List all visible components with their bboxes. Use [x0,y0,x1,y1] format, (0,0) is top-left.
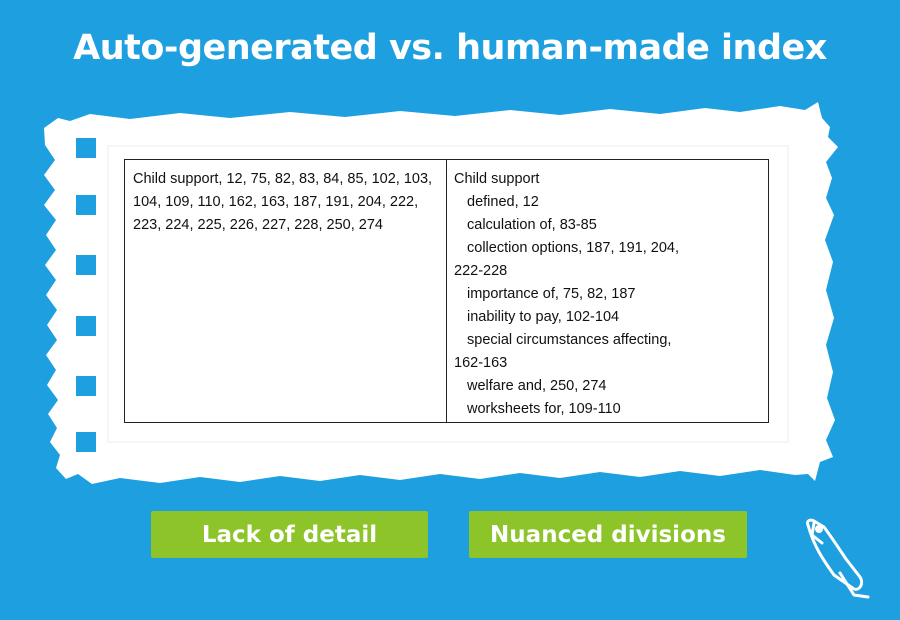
index-subentry: importance of, 75, 82, 187 [467,286,636,302]
index-subentry: special circumstances affecting, 162-163 [454,332,672,371]
lack-of-detail-button[interactable]: Lack of detail [151,511,428,558]
auto-generated-index: Child support, 12, 75, 82, 83, 84, 85, 1… [125,160,447,422]
index-comparison-table: Child support, 12, 75, 82, 83, 84, 85, 1… [124,159,769,423]
index-subentry: calculation of, 83-85 [467,217,597,233]
page-title: Auto-generated vs. human-made index [73,28,827,68]
nuanced-divisions-button[interactable]: Nuanced divisions [469,511,747,558]
bird-pen-logo-icon [806,518,870,599]
auto-index-text: Child support, 12, 75, 82, 83, 84, 85, 1… [133,171,433,233]
index-subentry: collection options, 187, 191, 204, 222-22… [454,240,680,279]
human-made-index: Child support defined, 12 calculation of… [447,160,768,422]
index-subentry: welfare and, 250, 274 [467,378,607,394]
index-heading: Child support [454,171,540,187]
index-subentry: worksheets for, 109-110 [467,401,621,417]
index-subentry: inability to pay, 102-104 [467,309,620,325]
index-subentry: defined, 12 [467,194,539,210]
